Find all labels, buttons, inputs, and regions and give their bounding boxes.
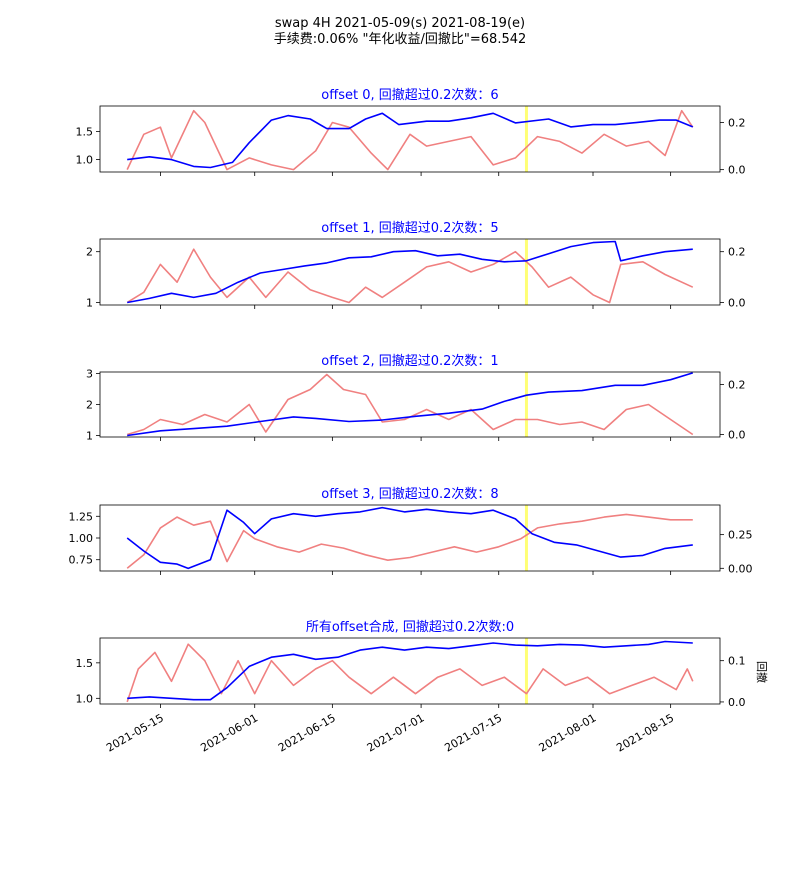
equity-line: [127, 640, 693, 701]
figure-title-line1: swap 4H 2021-05-09(s) 2021-08-19(e): [275, 16, 525, 31]
left-ytick-label: 3: [86, 368, 93, 381]
subplot-title: offset 0, 回撤超过0.2次数：6: [321, 87, 498, 103]
equity-line: [127, 372, 694, 437]
drawdown-line: [126, 109, 694, 171]
subplot-title: offset 2, 回撤超过0.2次数：1: [321, 353, 498, 369]
axes-frame: [99, 371, 721, 438]
equity-line: [127, 112, 694, 169]
right-ytick-label: 0.2: [728, 379, 746, 392]
subplot-1: offset 1, 回撤超过0.2次数：5 1 2 0.0 0.2: [86, 220, 746, 309]
right-ytick-label: 0.2: [728, 117, 746, 130]
axes-frame: [99, 238, 721, 306]
left-ytick-label: 1: [86, 296, 93, 309]
xtick-label: 2021-07-01: [365, 711, 427, 754]
highlight-band: [524, 372, 528, 437]
left-ytick-label: 1.0: [76, 154, 94, 167]
subplot-title: offset 1, 回撤超过0.2次数：5: [321, 220, 498, 236]
xtick-label: 2021-08-15: [614, 711, 676, 754]
xtick-label: 2021-05-15: [104, 711, 166, 754]
left-ytick-label: 1.25: [69, 510, 94, 523]
right-ytick-label: 0.0: [728, 696, 746, 709]
highlight-band: [524, 638, 528, 704]
left-ytick-label: 2: [86, 399, 93, 412]
subplots: offset 0, 回撤超过0.2次数：61.01.50.00.2offset …: [69, 87, 753, 709]
left-ytick-label: 1.00: [69, 532, 94, 545]
drawdown-line: [126, 643, 694, 703]
left-ytick-label: 0.75: [69, 554, 94, 567]
subplot-title: 所有offset合成, 回撤超过0.2次数:0: [306, 619, 514, 635]
subplot-title: offset 3, 回撤超过0.2次数：8: [321, 486, 498, 502]
subplot-4: 所有offset合成, 回撤超过0.2次数:0 1.0 1.5 0.0 0.1: [76, 619, 746, 709]
axes-frame: [99, 637, 721, 705]
left-ytick-label: 1.5: [76, 125, 94, 138]
drawdown-line: [126, 373, 694, 436]
right-ytick-label: 0.0: [728, 296, 746, 309]
drawdown-line: [126, 513, 693, 569]
left-ytick-label: 1: [86, 429, 93, 442]
x-axis: 2021-05-15 2021-06-01 2021-06-15 2021-07-01…: [104, 711, 676, 754]
xtick-label: 2021-07-15: [442, 711, 504, 754]
left-ytick-label: 2: [86, 246, 93, 259]
left-ytick-label: 1.5: [76, 657, 94, 670]
subplot-3: offset 3, 回撤超过0.2次数：8 0.75 1.00 1.25 0.00 0.2…: [69, 486, 753, 575]
right-ytick-label: 0.2: [728, 246, 746, 259]
axes-frame: [99, 105, 721, 173]
right-ytick-label: 0.0: [728, 429, 746, 442]
right-ytick-label: 0.25: [728, 529, 753, 542]
highlight-band: [524, 239, 528, 305]
figure-title-line2: 手续费:0.06% "年化收益/回撤比"=68.542: [274, 31, 527, 47]
right-ytick-label: 0.00: [728, 562, 753, 575]
subplot-0: offset 0, 回撤超过0.2次数：6 1.0 1.5 0.0 0.2: [76, 87, 746, 177]
right-ytick-label: 0.1: [728, 655, 746, 668]
equity-line: [127, 240, 693, 304]
right-y-axis-label: 回撤: [755, 661, 769, 683]
equity-line: [126, 506, 693, 570]
xtick-label: 2021-08-01: [537, 711, 599, 754]
subplot-2: offset 2, 回撤超过0.2次数：1 1 2 3 0.0 0.2: [86, 353, 746, 442]
xtick-label: 2021-06-15: [276, 711, 338, 754]
xtick-label: 2021-06-01: [198, 711, 260, 754]
highlight-band: [524, 106, 528, 172]
drawdown-line: [126, 248, 694, 304]
right-ytick-label: 0.0: [728, 164, 746, 177]
highlight-band: [524, 505, 528, 571]
left-ytick-label: 1.0: [76, 692, 94, 705]
